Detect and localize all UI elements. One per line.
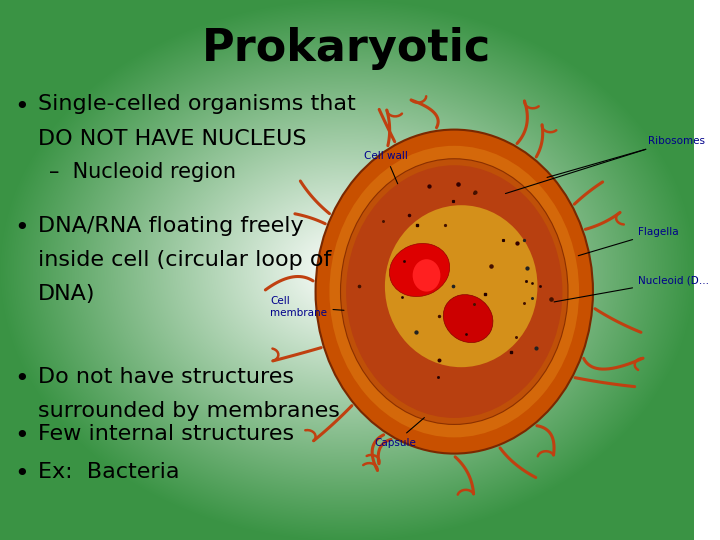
Text: DO NOT HAVE NUCLEUS: DO NOT HAVE NUCLEUS [38, 129, 307, 148]
Text: Few internal structures: Few internal structures [38, 424, 294, 444]
Text: Cell wall: Cell wall [364, 151, 408, 184]
Ellipse shape [330, 146, 579, 437]
Text: Ribosomes: Ribosomes [649, 136, 706, 146]
Text: •: • [14, 367, 29, 391]
Ellipse shape [315, 130, 593, 454]
Text: Ex:  Bacteria: Ex: Bacteria [38, 462, 180, 482]
Ellipse shape [390, 244, 450, 296]
Text: •: • [14, 216, 29, 240]
Text: inside cell (circular loop of: inside cell (circular loop of [38, 250, 331, 270]
Text: Capsule: Capsule [374, 417, 424, 448]
Ellipse shape [346, 165, 562, 418]
Text: Cell
membrane: Cell membrane [271, 296, 344, 318]
Text: DNA): DNA) [38, 284, 96, 304]
Text: •: • [14, 462, 29, 485]
Text: surrounded by membranes: surrounded by membranes [38, 401, 340, 421]
Ellipse shape [413, 259, 441, 292]
Text: •: • [14, 424, 29, 448]
Text: DNA/RNA floating freely: DNA/RNA floating freely [38, 216, 304, 236]
Ellipse shape [385, 205, 537, 367]
Text: Flagella: Flagella [578, 227, 679, 256]
Text: •: • [14, 94, 29, 118]
Text: Prokaryotic: Prokaryotic [202, 27, 491, 70]
Ellipse shape [341, 159, 568, 424]
Text: Single-celled organisms that: Single-celled organisms that [38, 94, 356, 114]
Ellipse shape [444, 295, 493, 342]
Text: –  Nucleoid region: – Nucleoid region [48, 162, 235, 182]
Text: Do not have structures: Do not have structures [38, 367, 294, 387]
Text: Nucleoid (D…: Nucleoid (D… [554, 275, 709, 302]
